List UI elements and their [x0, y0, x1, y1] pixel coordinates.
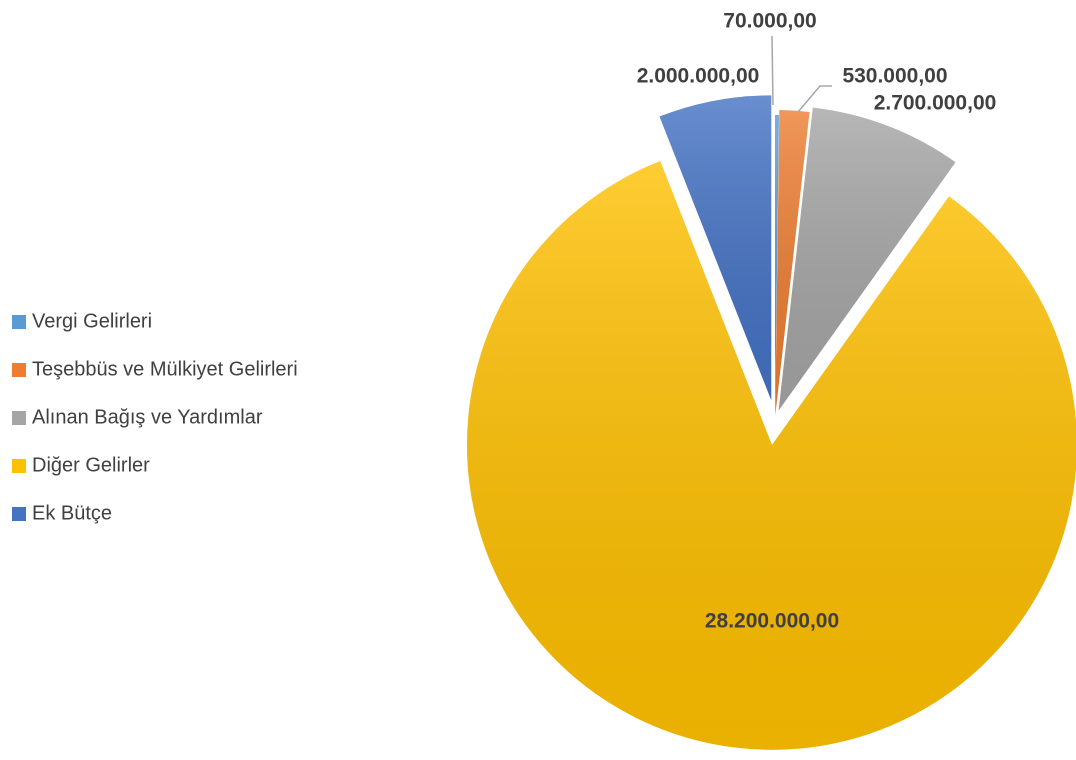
data-label: 28.200.000,00 — [705, 610, 839, 633]
legend-label: Teşebbüs ve Mülkiyet Gelirleri — [32, 358, 298, 380]
leader-line — [771, 35, 774, 106]
legend-swatch — [12, 507, 26, 521]
legend-label: Alınan Bağış ve Yardımlar — [32, 406, 263, 428]
legend-swatch — [12, 459, 26, 473]
slice-shade — [778, 107, 956, 411]
data-label: 2.700.000,00 — [874, 92, 997, 115]
data-label: 70.000,00 — [723, 10, 816, 33]
slice-shade — [775, 110, 810, 416]
legend-label: Diğer Gelirler — [32, 454, 150, 476]
data-label: 2.000.000,00 — [637, 65, 760, 88]
legend-swatch — [12, 411, 26, 425]
data-label: 530.000,00 — [842, 65, 947, 88]
slice-shade — [775, 115, 780, 420]
legend-swatch — [12, 363, 26, 377]
legend-label: Ek Bütçe — [32, 502, 112, 524]
slice-shade — [659, 95, 772, 401]
slice-shade — [466, 161, 1076, 750]
legend-swatch — [12, 315, 26, 329]
legend: Vergi Gelirleri Teşebbüs ve Mülkiyet Geli… — [12, 310, 298, 524]
legend-label: Vergi Gelirleri — [32, 310, 152, 332]
leader-line — [797, 85, 832, 113]
